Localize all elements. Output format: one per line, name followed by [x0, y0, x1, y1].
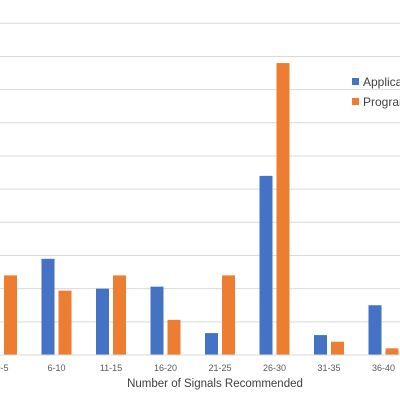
x-tick-label: 11-15 [100, 363, 122, 373]
bar-series2-0-5 [4, 275, 17, 355]
bar-series1-11-15 [96, 288, 109, 355]
bar-series2-36-40 [385, 348, 399, 355]
x-tick-label: 16-20 [154, 363, 177, 373]
legend-label: Program [363, 95, 400, 109]
bar-series2-26-30 [276, 63, 290, 355]
x-axis-title: Number of Signals Recommended [127, 378, 303, 390]
legend-label: Applica [363, 75, 400, 89]
x-tick-label: 36-40 [372, 363, 395, 373]
bar-series1-36-40 [368, 305, 382, 355]
x-tick-label: 0-5 [0, 363, 9, 373]
x-tick-label: 6-10 [47, 363, 65, 373]
bars [4, 63, 399, 355]
bar-series2-11-15 [113, 275, 126, 355]
x-tick-labels: 0-5 6-10 11-15 16-20 21-25 26-30 31-35 36-40 [0, 363, 395, 373]
bar-series1-31-35 [314, 335, 327, 355]
bar-series1-16-20 [150, 286, 164, 355]
bar-series2-16-20 [167, 319, 181, 355]
legend-swatch [352, 98, 359, 105]
bar-series1-6-10 [41, 258, 55, 355]
bar-series2-21-25 [222, 275, 235, 355]
x-tick-label: 31-35 [317, 363, 340, 373]
legend: Applica Program [352, 75, 400, 109]
bar-series1-26-30 [259, 175, 273, 355]
bar-series1-21-25 [205, 333, 218, 355]
gridlines [0, 22, 400, 323]
x-tick-label: 21-25 [208, 363, 231, 373]
legend-swatch [352, 78, 359, 85]
bar-series2-6-10 [58, 290, 72, 355]
x-tick-label: 26-30 [263, 363, 286, 373]
bar-series2-31-35 [331, 341, 344, 355]
